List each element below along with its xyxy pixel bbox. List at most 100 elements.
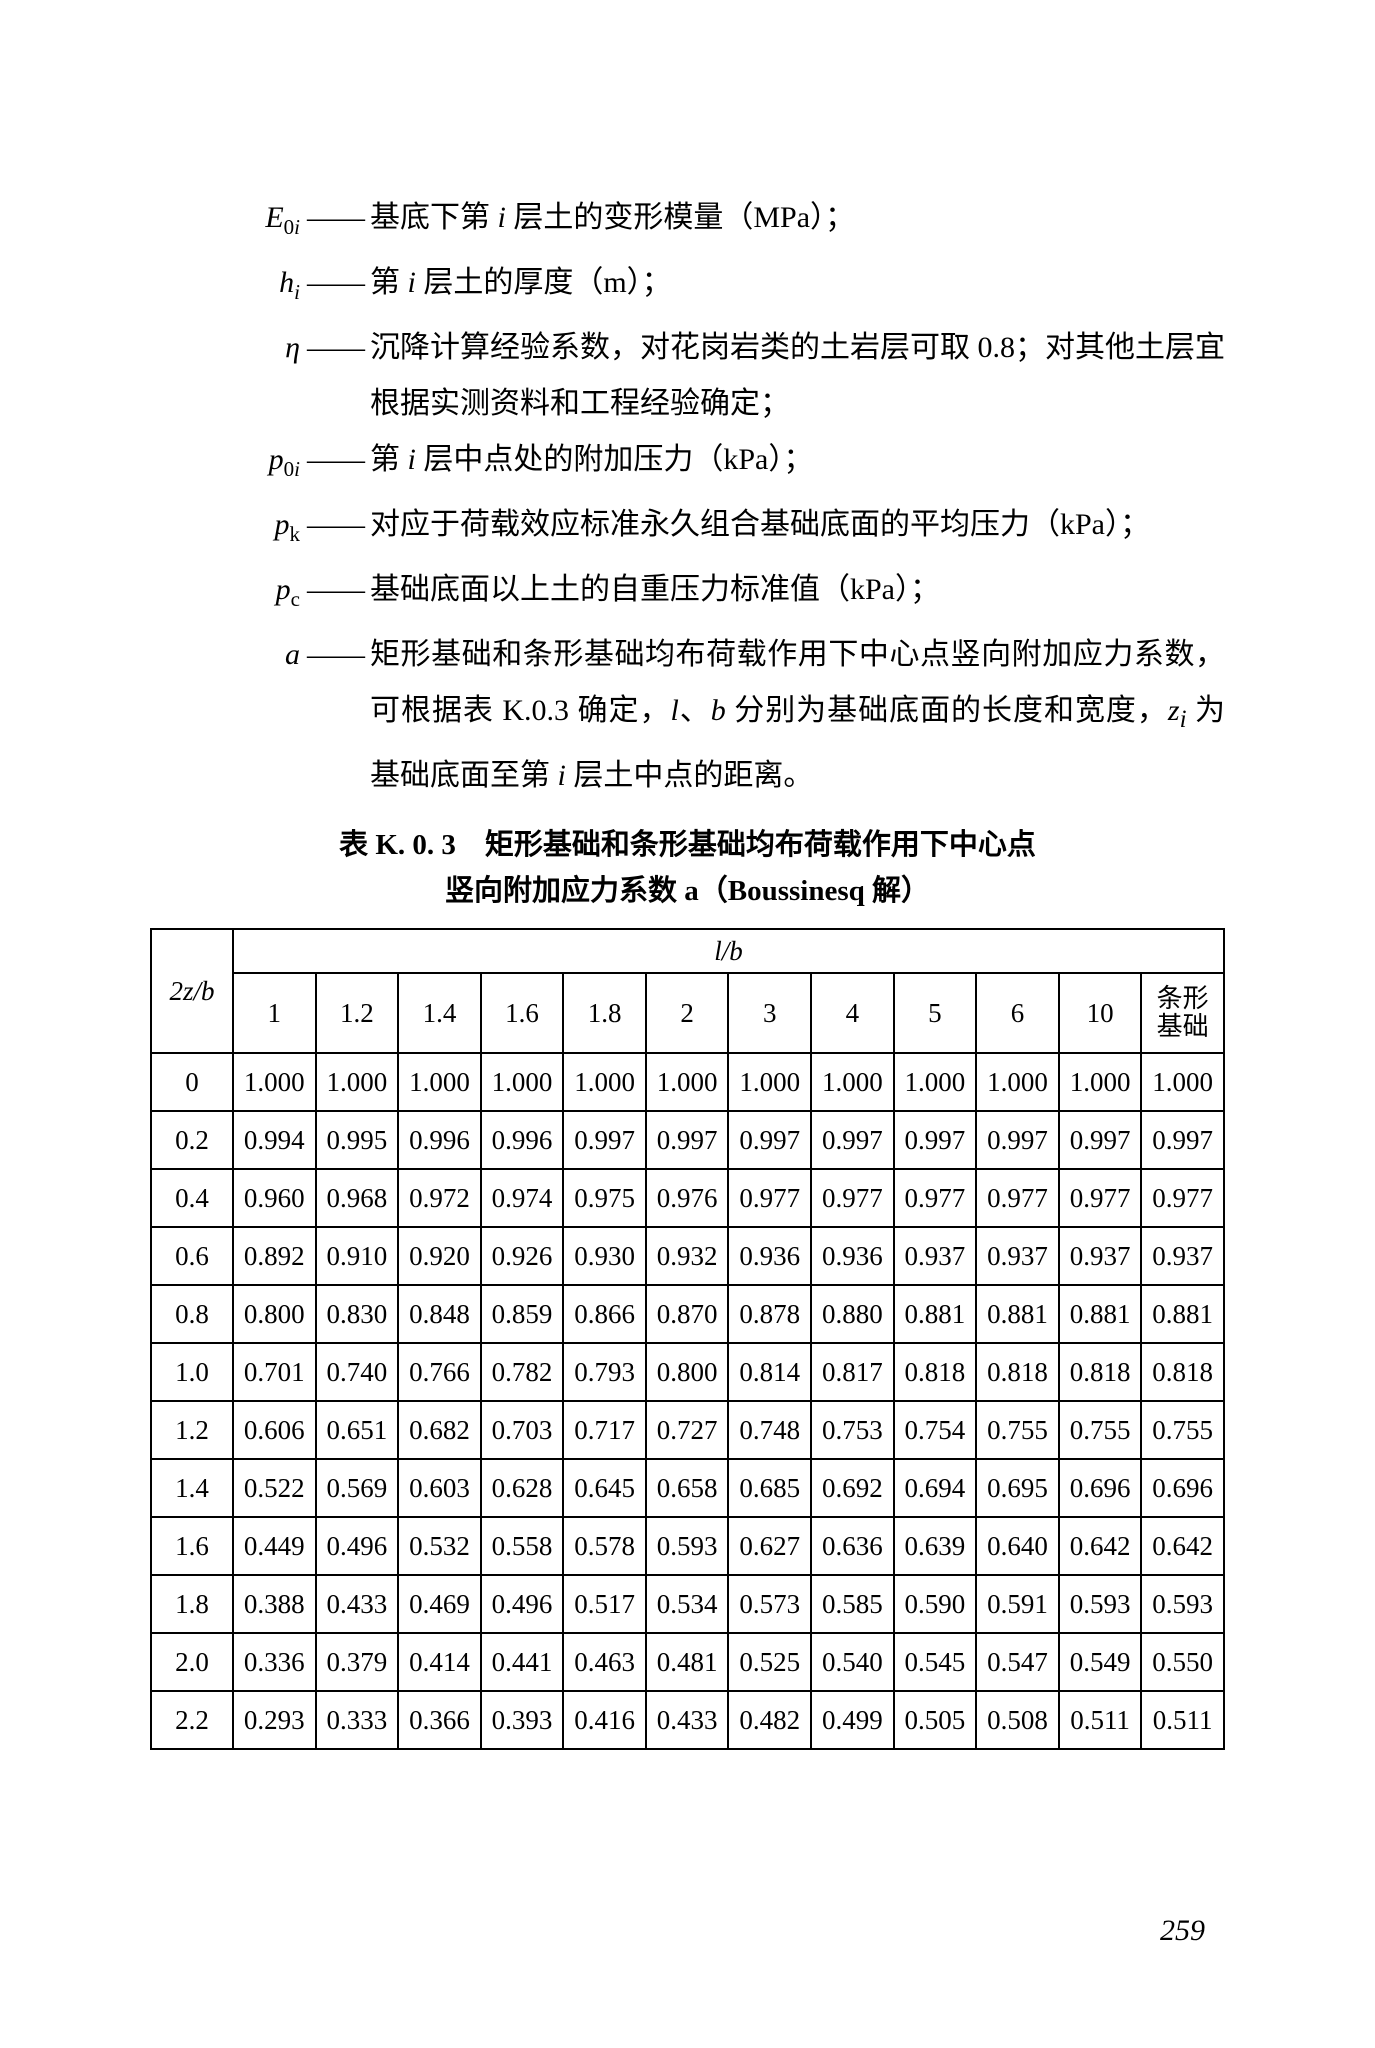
table-cell: 0.848 — [398, 1285, 481, 1343]
definition-row: hi——第 i 层土的厚度（m）； — [190, 255, 1225, 320]
table-cell: 0.740 — [316, 1343, 399, 1401]
table-cell: 0.517 — [563, 1575, 646, 1633]
table-cell: 0.997 — [646, 1111, 729, 1169]
table-cell: 0.433 — [646, 1691, 729, 1749]
table-column-header: 6 — [976, 973, 1059, 1053]
table-cell: 0.968 — [316, 1169, 399, 1227]
table-cell: 0.573 — [728, 1575, 811, 1633]
table-cell: 0.628 — [481, 1459, 564, 1517]
definition-dash: —— — [300, 320, 370, 376]
table-cell: 0.593 — [1059, 1575, 1142, 1633]
definition-row: E0i——基底下第 i 层土的变形模量（MPa）； — [190, 190, 1225, 255]
table-cell: 0.540 — [811, 1633, 894, 1691]
row-header: 0.4 — [151, 1169, 233, 1227]
table-cell: 0.977 — [894, 1169, 977, 1227]
definition-symbol: a — [190, 627, 300, 683]
table-cell: 0.881 — [1059, 1285, 1142, 1343]
table-row: 1.80.3880.4330.4690.4960.5170.5340.5730.… — [151, 1575, 1224, 1633]
table-cell: 0.997 — [976, 1111, 1059, 1169]
table-cell: 0.642 — [1059, 1517, 1142, 1575]
table-cell: 0.496 — [481, 1575, 564, 1633]
table-cell: 0.569 — [316, 1459, 399, 1517]
table-column-header: 5 — [894, 973, 977, 1053]
table-row: 0.60.8920.9100.9200.9260.9300.9320.9360.… — [151, 1227, 1224, 1285]
row-header: 2.0 — [151, 1633, 233, 1691]
definition-symbol: E0i — [190, 190, 300, 255]
table-cell: 0.881 — [976, 1285, 1059, 1343]
row-header: 1.8 — [151, 1575, 233, 1633]
table-cell: 1.000 — [1141, 1053, 1224, 1111]
table-cell: 0.449 — [233, 1517, 316, 1575]
table-head: 2z/bl/b11.21.41.61.82345610条形基础 — [151, 929, 1224, 1053]
table-cell: 0.814 — [728, 1343, 811, 1401]
table-cell: 0.336 — [233, 1633, 316, 1691]
table-cell: 0.997 — [811, 1111, 894, 1169]
table-cell: 0.830 — [316, 1285, 399, 1343]
table-cell: 0.937 — [1141, 1227, 1224, 1285]
row-header: 1.6 — [151, 1517, 233, 1575]
table-cell: 0.936 — [811, 1227, 894, 1285]
definition-row: pc——基础底面以上土的自重压力标准值（kPa）； — [190, 562, 1225, 627]
table-column-header: 4 — [811, 973, 894, 1053]
table-row: 1.00.7010.7400.7660.7820.7930.8000.8140.… — [151, 1343, 1224, 1401]
table-cell: 0.976 — [646, 1169, 729, 1227]
table-cell: 0.441 — [481, 1633, 564, 1691]
table-cell: 0.591 — [976, 1575, 1059, 1633]
row-header: 1.0 — [151, 1343, 233, 1401]
definition-dash: —— — [300, 627, 370, 683]
definition-row: a——矩形基础和条形基础均布荷载作用下中心点竖向附加应力系数，可根据表 K.0.… — [190, 627, 1225, 804]
table-cell: 0.997 — [1141, 1111, 1224, 1169]
table-cell: 0.414 — [398, 1633, 481, 1691]
table-cell: 0.511 — [1141, 1691, 1224, 1749]
table-row: 1.40.5220.5690.6030.6280.6450.6580.6850.… — [151, 1459, 1224, 1517]
definition-symbol: pc — [190, 562, 300, 627]
table-title-line1: 表 K. 0. 3 矩形基础和条形基础均布荷载作用下中心点 — [339, 829, 1036, 861]
definition-text: 沉降计算经验系数，对花岗岩类的土岩层可取 0.8；对其他土层宜根据实测资料和工程… — [370, 320, 1225, 432]
page: E0i——基底下第 i 层土的变形模量（MPa）；hi——第 i 层土的厚度（m… — [0, 0, 1375, 2048]
table-cell: 1.000 — [811, 1053, 894, 1111]
table-column-header: 1 — [233, 973, 316, 1053]
table-cell: 0.755 — [1059, 1401, 1142, 1459]
row-header: 0.8 — [151, 1285, 233, 1343]
row-header: 0 — [151, 1053, 233, 1111]
table-cell: 0.532 — [398, 1517, 481, 1575]
table-cell: 0.997 — [563, 1111, 646, 1169]
definition-text: 基底下第 i 层土的变形模量（MPa）； — [370, 190, 1225, 246]
table-column-header: 1.6 — [481, 973, 564, 1053]
table-cell: 0.974 — [481, 1169, 564, 1227]
table-super-header: l/b — [233, 929, 1224, 973]
table-cell: 0.766 — [398, 1343, 481, 1401]
definition-row: η——沉降计算经验系数，对花岗岩类的土岩层可取 0.8；对其他土层宜根据实测资料… — [190, 320, 1225, 432]
row-header: 1.2 — [151, 1401, 233, 1459]
table-cell: 0.937 — [1059, 1227, 1142, 1285]
table-column-header: 1.8 — [563, 973, 646, 1053]
table-corner: 2z/b — [151, 929, 233, 1053]
table-cell: 1.000 — [398, 1053, 481, 1111]
table-cell: 0.692 — [811, 1459, 894, 1517]
table-column-header: 2 — [646, 973, 729, 1053]
table-cell: 0.627 — [728, 1517, 811, 1575]
table-cell: 0.727 — [646, 1401, 729, 1459]
table-row: 1.60.4490.4960.5320.5580.5780.5930.6270.… — [151, 1517, 1224, 1575]
table-cell: 1.000 — [233, 1053, 316, 1111]
table-cell: 0.636 — [811, 1517, 894, 1575]
row-header: 0.6 — [151, 1227, 233, 1285]
table-row: 0.80.8000.8300.8480.8590.8660.8700.8780.… — [151, 1285, 1224, 1343]
table-row: 2.20.2930.3330.3660.3930.4160.4330.4820.… — [151, 1691, 1224, 1749]
definition-symbol: η — [190, 320, 300, 376]
definition-dash: —— — [300, 190, 370, 246]
table-cell: 0.545 — [894, 1633, 977, 1691]
table-cell: 0.703 — [481, 1401, 564, 1459]
table-cell: 0.995 — [316, 1111, 399, 1169]
table-cell: 0.695 — [976, 1459, 1059, 1517]
table-cell: 0.505 — [894, 1691, 977, 1749]
table-row: 01.0001.0001.0001.0001.0001.0001.0001.00… — [151, 1053, 1224, 1111]
table-cell: 0.658 — [646, 1459, 729, 1517]
table-body: 01.0001.0001.0001.0001.0001.0001.0001.00… — [151, 1053, 1224, 1749]
definition-text: 第 i 层中点处的附加压力（kPa）； — [370, 432, 1225, 488]
table-row: 0.20.9940.9950.9960.9960.9970.9970.9970.… — [151, 1111, 1224, 1169]
table-cell: 0.880 — [811, 1285, 894, 1343]
table-cell: 0.696 — [1141, 1459, 1224, 1517]
table-cell: 0.639 — [894, 1517, 977, 1575]
table-cell: 0.606 — [233, 1401, 316, 1459]
